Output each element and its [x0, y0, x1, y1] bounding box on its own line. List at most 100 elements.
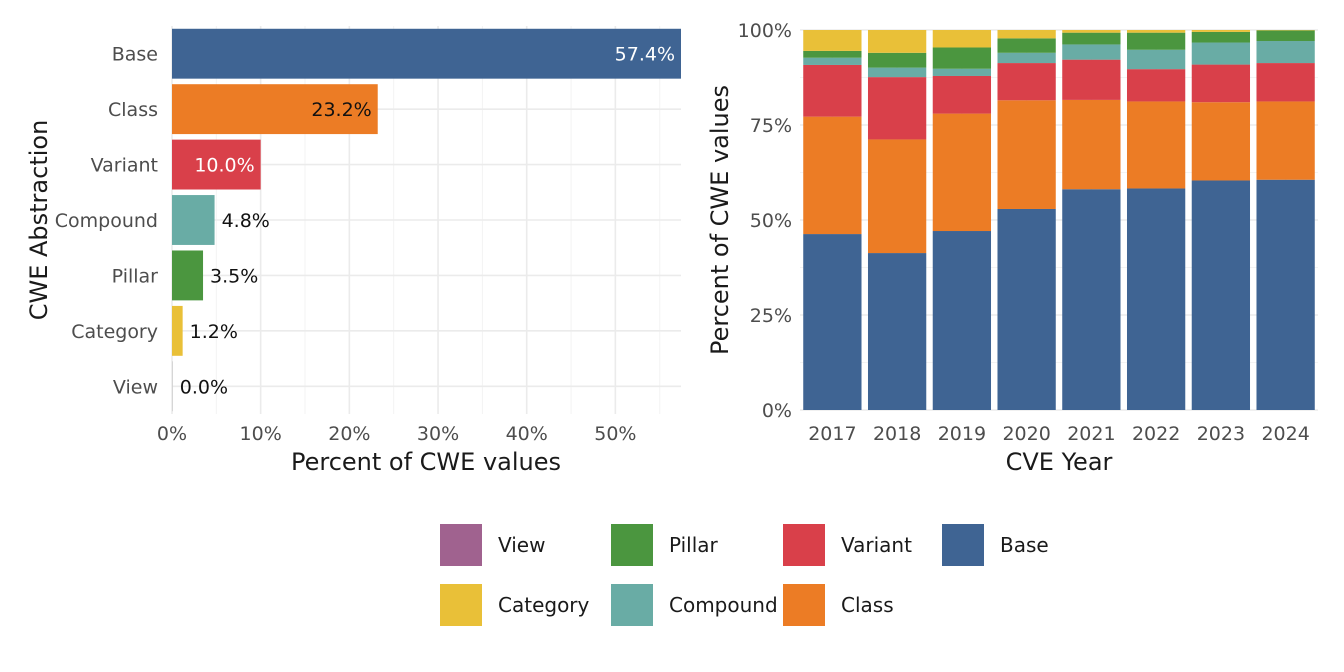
- segment-2024-class: [1256, 101, 1315, 180]
- x-tick-2018: 2018: [873, 423, 921, 445]
- left-x-tick-labels: 0% 10% 20% 30% 40% 50%: [157, 423, 637, 445]
- x-tick-30-: 30%: [417, 423, 459, 445]
- x-tick-50-: 50%: [594, 423, 636, 445]
- segment-2023-variant: [1191, 64, 1251, 103]
- bar-label-view: 0.0%: [180, 376, 228, 398]
- segment-2021-category: [1062, 30, 1121, 33]
- bar-category: [172, 305, 183, 356]
- segment-2023-category: [1191, 30, 1251, 32]
- y-tick-base: Base: [112, 44, 158, 66]
- legend-item-compound: Compound: [611, 584, 778, 626]
- segment-2020-base: [997, 208, 1056, 410]
- x-tick-2020: 2020: [1002, 423, 1050, 445]
- y-tick-50-: 50%: [750, 210, 792, 232]
- y-tick-0-: 0%: [762, 400, 792, 422]
- legend-swatch-pillar: [611, 524, 653, 566]
- left-y-axis-title: CWE Abstraction: [25, 120, 53, 321]
- segment-2019-compound: [932, 68, 992, 76]
- legend-label-pillar: Pillar: [669, 533, 719, 557]
- bar-label-base: 57.4%: [615, 44, 675, 66]
- right-x-tick-labels: 2017 2018 2019 2020 2021 2022 2023 2024: [808, 423, 1310, 445]
- segment-2018-category: [867, 30, 927, 53]
- segment-2018-pillar: [867, 52, 927, 68]
- segment-2017-class: [803, 116, 862, 235]
- segment-2022-compound: [1126, 49, 1186, 70]
- segment-2022-class: [1126, 101, 1186, 189]
- y-tick-class: Class: [108, 99, 158, 121]
- segment-2024-pillar: [1256, 30, 1315, 42]
- x-tick-2021: 2021: [1067, 423, 1115, 445]
- right-y-axis-title: Percent of CWE values: [706, 85, 734, 355]
- legend-label-category: Category: [498, 593, 590, 617]
- segment-2017-category: [803, 30, 862, 51]
- y-tick-pillar: Pillar: [112, 265, 159, 287]
- legend-item-base: Base: [942, 524, 1049, 566]
- segment-2017-base: [803, 234, 862, 410]
- y-tick-compound: Compound: [55, 210, 158, 232]
- legend-label-class: Class: [841, 593, 894, 617]
- left-y-tick-labels: Base Class Variant Compound Pillar Category Vi…: [55, 44, 158, 399]
- bar-view: [172, 361, 173, 412]
- right-y-tick-labels: 0% 25% 50% 75% 100%: [738, 20, 792, 422]
- y-tick-75-: 75%: [750, 115, 792, 137]
- segment-2021-base: [1062, 189, 1121, 410]
- segment-2021-pillar: [1062, 32, 1121, 45]
- bar-label-class: 23.2%: [311, 99, 371, 121]
- legend-swatch-class: [783, 584, 825, 626]
- segment-2023-base: [1191, 180, 1251, 410]
- segment-2018-class: [867, 139, 927, 254]
- left-x-axis-title: Percent of CWE values: [291, 448, 561, 476]
- y-tick-category: Category: [71, 321, 158, 343]
- bar-label-category: 1.2%: [190, 321, 238, 343]
- y-tick-100-: 100%: [738, 20, 792, 42]
- left-chart: 57.4% 23.2% 10.0% 4.8% 3.5% 1.2% 0.0% Base Clas…: [25, 26, 681, 476]
- segment-2024-compound: [1256, 41, 1315, 64]
- legend-label-base: Base: [1000, 533, 1049, 557]
- segment-2019-base: [932, 231, 992, 410]
- segment-2020-category: [997, 30, 1056, 39]
- legend-swatch-variant: [783, 524, 825, 566]
- legend-label-view: View: [498, 533, 545, 557]
- right-bars: [803, 30, 1315, 410]
- legend-swatch-category: [440, 584, 482, 626]
- x-tick-2019: 2019: [938, 423, 986, 445]
- x-tick-10-: 10%: [240, 423, 282, 445]
- x-tick-40-: 40%: [506, 423, 548, 445]
- segment-2019-class: [932, 113, 992, 232]
- segment-2022-pillar: [1126, 32, 1186, 50]
- segment-2017-variant: [803, 64, 862, 117]
- segment-2018-base: [867, 253, 927, 410]
- legend-item-pillar: Pillar: [611, 524, 719, 566]
- legend-swatch-base: [942, 524, 984, 566]
- x-tick-2023: 2023: [1197, 423, 1245, 445]
- segment-2019-variant: [932, 75, 992, 114]
- segment-2023-compound: [1191, 42, 1251, 65]
- segment-2021-variant: [1062, 59, 1121, 100]
- legend-item-class: Class: [783, 584, 894, 626]
- segment-2023-class: [1191, 102, 1251, 181]
- left-bar-labels: 57.4% 23.2% 10.0% 4.8% 3.5% 1.2% 0.0%: [180, 44, 675, 399]
- y-tick-variant: Variant: [91, 155, 158, 177]
- y-tick-view: View: [113, 376, 158, 398]
- segment-2017-pillar: [803, 50, 862, 58]
- left-bars: [172, 28, 681, 412]
- x-tick-0-: 0%: [157, 423, 187, 445]
- segment-2019-category: [932, 30, 992, 48]
- legend-swatch-compound: [611, 584, 653, 626]
- legend-swatch-view: [440, 524, 482, 566]
- right-chart: 0% 25% 50% 75% 100% 2017 2018 2019 2020 2021 2022…: [706, 20, 1318, 476]
- segment-2022-base: [1126, 188, 1186, 410]
- legend-item-view: View: [440, 524, 545, 566]
- segment-2021-compound: [1062, 44, 1121, 60]
- segment-2018-compound: [867, 67, 927, 78]
- y-tick-25-: 25%: [750, 305, 792, 327]
- legend-label-compound: Compound: [669, 593, 778, 617]
- legend-label-variant: Variant: [841, 533, 912, 557]
- segment-2020-class: [997, 100, 1056, 209]
- segment-2023-pillar: [1191, 31, 1251, 43]
- legend-item-variant: Variant: [783, 524, 912, 566]
- segment-2019-pillar: [932, 47, 992, 69]
- segment-2018-variant: [867, 77, 927, 140]
- x-tick-2022: 2022: [1132, 423, 1180, 445]
